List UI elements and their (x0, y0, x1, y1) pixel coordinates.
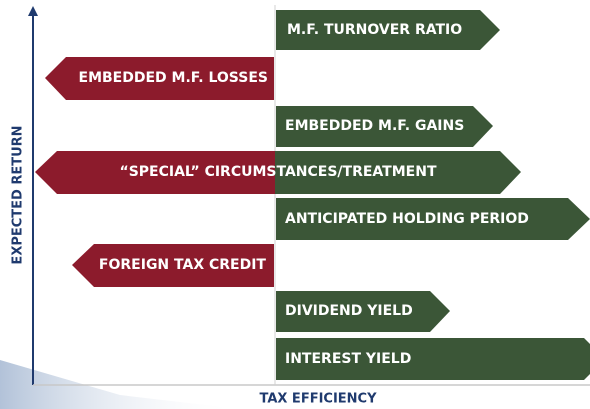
arrow-right (276, 10, 500, 50)
arrow-left (72, 244, 274, 287)
arrow-right (276, 291, 450, 332)
item-label: ANTICIPATED HOLDING PERIOD (285, 211, 529, 227)
item-label: M.F. TURNOVER RATIO (287, 22, 462, 38)
y-axis-arrow (28, 6, 38, 16)
item-label: INTEREST YIELD (285, 351, 411, 367)
arrow-left (45, 57, 274, 100)
item-label: EMBEDDED M.F. GAINS (285, 118, 464, 134)
arrow-right (276, 338, 590, 380)
item-label: DIVIDEND YIELD (285, 303, 413, 319)
item-label: “SPECIAL” CIRCUMSTANCES/TREATMENT (120, 164, 437, 180)
arrow-right (275, 151, 521, 194)
arrow-left (35, 151, 275, 194)
y-axis-label: EXPECTED RETURN (11, 125, 26, 264)
arrow-right (276, 106, 493, 147)
arrow-right (276, 198, 590, 240)
item-label: FOREIGN TAX CREDIT (99, 257, 267, 273)
background-swoosh (0, 360, 240, 409)
x-axis-label: TAX EFFICIENCY (259, 392, 377, 407)
item-label: EMBEDDED M.F. LOSSES (79, 70, 269, 86)
